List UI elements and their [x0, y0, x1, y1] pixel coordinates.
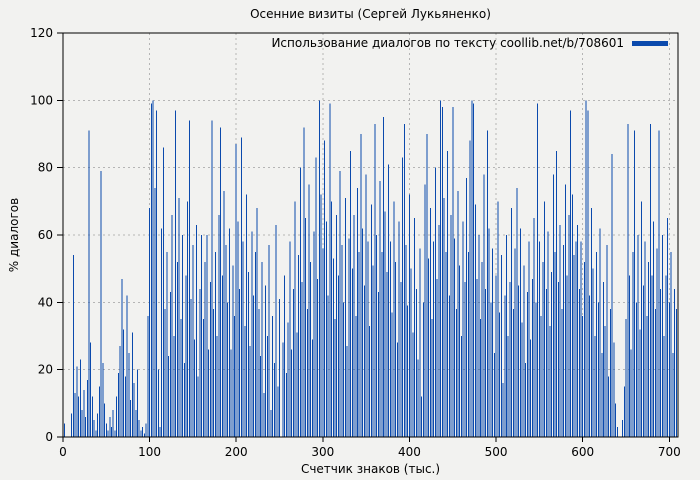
x-tick-label: 500 — [485, 445, 508, 459]
x-axis-title: Счетчик знаков (тыс.) — [300, 462, 441, 476]
y-tick-label: 120 — [30, 26, 53, 40]
y-tick-label: 100 — [30, 93, 53, 107]
legend-label: Использование диалогов по тексту coollib… — [271, 36, 624, 50]
x-tick-label: 700 — [658, 445, 681, 459]
legend-swatch — [632, 40, 668, 46]
y-tick-label: 60 — [38, 228, 53, 242]
y-tick-label: 80 — [38, 161, 53, 175]
tick-marks — [57, 32, 670, 442]
y-tick-label: 40 — [38, 295, 53, 309]
x-tick-label: 600 — [571, 445, 594, 459]
chart-title: Осенние визиты (Сергей Лукьяненко) — [250, 7, 491, 21]
x-tick-label: 300 — [311, 445, 334, 459]
y-tick-label: 0 — [45, 430, 53, 444]
x-tick-label: 0 — [59, 445, 67, 459]
x-tick-label: 100 — [138, 445, 161, 459]
x-tick-label: 400 — [398, 445, 421, 459]
y-tick-label: 20 — [38, 363, 53, 377]
legend: Использование диалогов по тексту coollib… — [271, 36, 668, 50]
y-axis-title: % диалогов — [7, 197, 21, 273]
impulse-series — [62, 100, 677, 437]
x-tick-label: 200 — [225, 445, 248, 459]
tick-labels: 0 100 200 300 400 500 600 700 0 20 40 60 80 100 120 — [30, 26, 681, 459]
